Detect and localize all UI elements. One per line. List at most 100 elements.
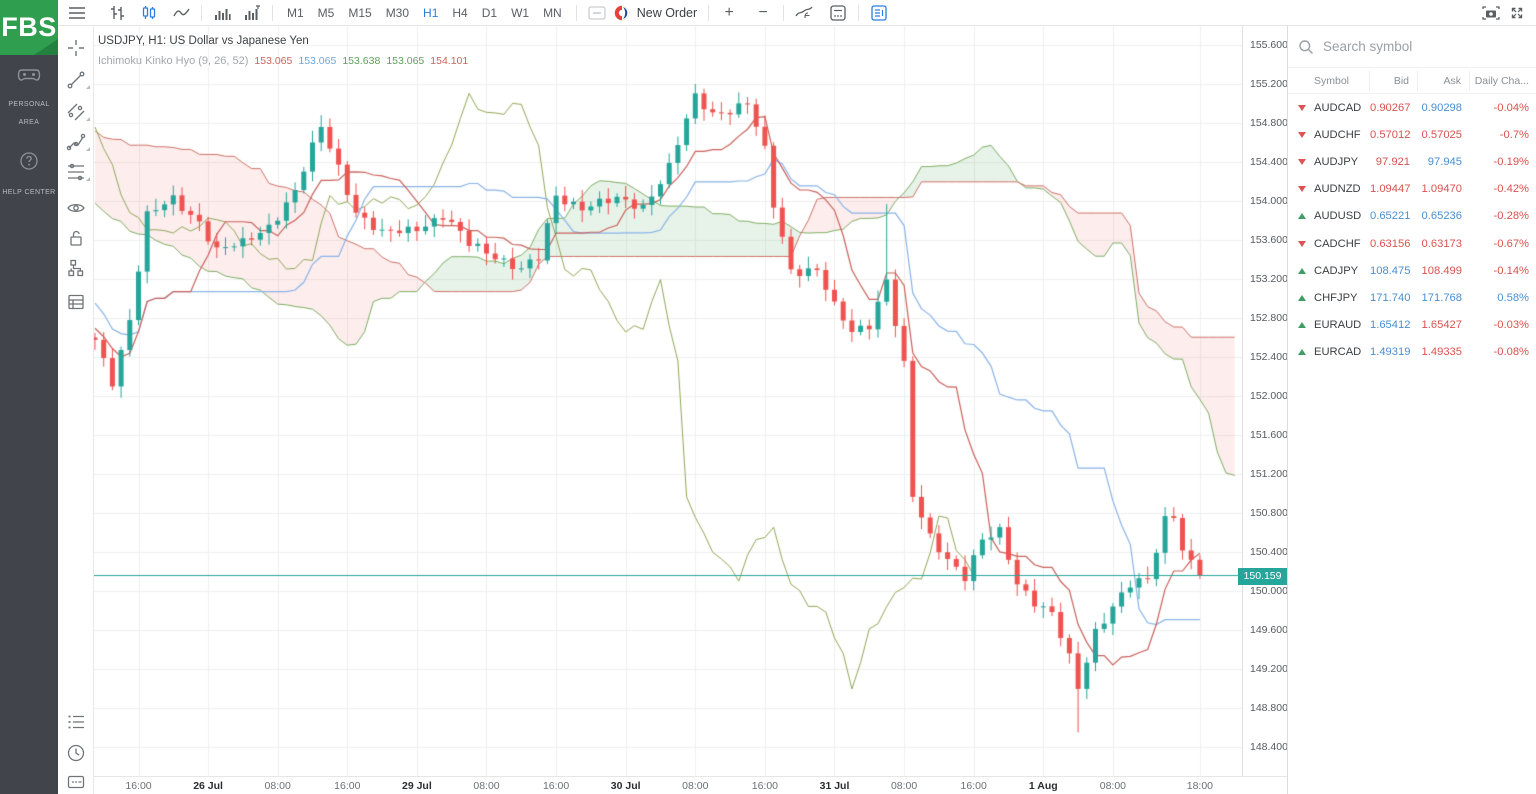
chart-type-line-icon[interactable] (168, 2, 194, 24)
zoom-out-button[interactable]: − (758, 3, 768, 21)
chart-type-bars-icon[interactable] (104, 2, 130, 24)
objects-tree-icon[interactable] (66, 258, 86, 278)
depth-of-market-icon (584, 2, 610, 24)
price-axis-label: 154.000 (1250, 195, 1288, 207)
templates-icon[interactable] (66, 292, 86, 312)
column-symbol[interactable]: Symbol (1314, 70, 1370, 91)
channel-tool-icon[interactable] (66, 102, 90, 122)
indicator-value: 153.638 (342, 55, 381, 67)
ask-price: 0.90298 (1421, 101, 1462, 114)
timeframe-H4[interactable]: H4 (452, 5, 468, 20)
price-axis-label: 151.200 (1250, 468, 1288, 480)
ask-price: 1.65427 (1421, 319, 1462, 332)
economic-calendar-icon[interactable] (825, 2, 851, 24)
symbol-name: AUDNZD (1314, 183, 1361, 196)
bid-price: 1.09447 (1370, 183, 1411, 196)
indicator-values: 153.065 153.065 153.638 153.065 154.101 (248, 55, 468, 67)
watchlist-row-AUDCHF[interactable]: AUDCHF 0.57012 0.57025 -0.7% (1288, 121, 1536, 148)
price-chart-canvas[interactable] (94, 26, 1242, 776)
help-icon (2, 151, 56, 176)
symbol-name: AUDJPY (1314, 155, 1359, 168)
timeframe-D1[interactable]: D1 (481, 5, 498, 20)
symbol-name: CHFJPY (1314, 291, 1358, 304)
watchlist-row-EURAUD[interactable]: EURAUD 1.65412 1.65427 -0.03% (1288, 312, 1536, 339)
search-icon (1299, 39, 1313, 54)
fbs-logo[interactable]: FBS (0, 0, 58, 55)
column-daily-change[interactable]: Daily Cha... (1474, 74, 1529, 87)
search-symbol-input[interactable] (1323, 39, 1503, 54)
watchlist-row-AUDNZD[interactable]: AUDNZD 1.09447 1.09470 -0.42% (1288, 176, 1536, 203)
toolbar-divider (783, 4, 785, 21)
polyline-tool-icon[interactable] (66, 132, 90, 152)
price-axis-label: 151.600 (1250, 429, 1288, 441)
price-axis-label: 152.000 (1250, 390, 1288, 402)
price-axis-label: 153.200 (1250, 273, 1288, 285)
object-list-icon[interactable] (66, 712, 86, 732)
price-axis-label: 149.200 (1250, 663, 1288, 675)
watchlist-row-CADCHF[interactable]: CADCHF 0.63156 0.63173 -0.67% (1288, 230, 1536, 257)
lock-objects-icon[interactable] (66, 228, 86, 248)
column-ask[interactable]: Ask (1418, 70, 1470, 91)
daily-change: -0.7% (1499, 128, 1529, 141)
bid-price: 0.63156 (1370, 237, 1411, 250)
fullscreen-icon[interactable] (1504, 2, 1530, 24)
trend-up-icon (1298, 213, 1306, 220)
chart-type-candles-icon[interactable] (136, 2, 162, 24)
time-axis-label: 1 Aug (1028, 780, 1058, 792)
fbs-logo-text: FBS (1, 12, 57, 42)
zoom-in-button[interactable]: + (724, 3, 734, 21)
timeframe-M30[interactable]: M30 (385, 5, 410, 20)
new-order-button[interactable]: New Order (614, 5, 697, 21)
visibility-eye-icon[interactable] (66, 198, 86, 218)
chart-symbol-title: USDJPY, H1: US Dollar vs Japanese Yen (98, 35, 309, 47)
account-card-icon[interactable] (66, 772, 86, 792)
trend-line-tool-icon[interactable] (66, 70, 90, 90)
price-axis-border (1242, 26, 1243, 776)
timeframe-M1[interactable]: M1 (287, 5, 304, 20)
bid-price: 0.90267 (1370, 101, 1411, 114)
daily-change: -0.03% (1493, 319, 1529, 332)
screenshot-camera-icon[interactable] (1478, 2, 1504, 24)
daily-change: -0.14% (1493, 264, 1529, 277)
trend-up-icon (1298, 349, 1306, 356)
timeframe-M15[interactable]: M15 (348, 5, 372, 20)
daily-change: -0.19% (1493, 155, 1529, 168)
watchlist-row-CHFJPY[interactable]: CHFJPY 171.740 171.768 0.58% (1288, 284, 1536, 311)
time-axis-label: 16:00 (751, 780, 779, 792)
watchlist-row-AUDJPY[interactable]: AUDJPY 97.921 97.945 -0.19% (1288, 148, 1536, 175)
trend-up-icon (1298, 322, 1306, 329)
time-axis-label: 30 Jul (610, 780, 641, 792)
timeframe-M5[interactable]: M5 (317, 5, 335, 20)
watchlist-header: Symbol Bid Ask Daily Cha... (1288, 68, 1536, 94)
sidebar-item-help-center[interactable]: HELP CENTER (0, 139, 58, 209)
timeframe-MN[interactable]: MN (543, 5, 562, 20)
indicator-name[interactable]: Ichimoku Kinko Hyo (9, 26, 52) (98, 55, 249, 67)
watchlist-row-AUDCAD[interactable]: AUDCAD 0.90267 0.90298 -0.04% (1288, 94, 1536, 121)
watchlist-row-CADJPY[interactable]: CADJPY 108.475 108.499 -0.14% (1288, 257, 1536, 284)
symbol-name: AUDCHF (1314, 128, 1361, 141)
indicator-legend: Ichimoku Kinko Hyo (9, 26, 52) 153.065 15… (98, 55, 468, 67)
toolbar-divider (858, 4, 860, 21)
tick-volume-icon[interactable] (239, 2, 265, 24)
menu-icon[interactable] (64, 2, 90, 24)
fibonacci-tool-icon[interactable] (66, 162, 90, 182)
crosshair-tool-icon[interactable] (66, 38, 86, 58)
price-axis-label: 155.200 (1250, 78, 1288, 90)
indicators-icon[interactable] (791, 2, 817, 24)
timeframe-W1[interactable]: W1 (511, 5, 530, 20)
timeframe-H1[interactable]: H1 (423, 5, 439, 20)
bid-price: 108.475 (1370, 264, 1411, 277)
bid-price: 1.65412 (1370, 319, 1411, 332)
news-panel-icon[interactable] (866, 2, 892, 24)
watchlist-row-EURCAD[interactable]: EURCAD 1.49319 1.49335 -0.08% (1288, 339, 1536, 366)
column-bid[interactable]: Bid (1370, 70, 1418, 91)
time-axis-label: 16:00 (960, 780, 987, 792)
history-clock-icon[interactable] (66, 743, 86, 763)
personal-area-icon (2, 67, 56, 88)
ask-price: 108.499 (1421, 264, 1462, 277)
watchlist-row-AUDUSD[interactable]: AUDUSD 0.65221 0.65236 -0.28% (1288, 203, 1536, 230)
time-axis-label: 16:00 (334, 780, 361, 792)
sidebar-item-personal-area[interactable]: PERSONAL AREA (0, 55, 58, 139)
volume-histogram-icon[interactable] (209, 2, 235, 24)
ask-price: 0.63173 (1421, 237, 1462, 250)
